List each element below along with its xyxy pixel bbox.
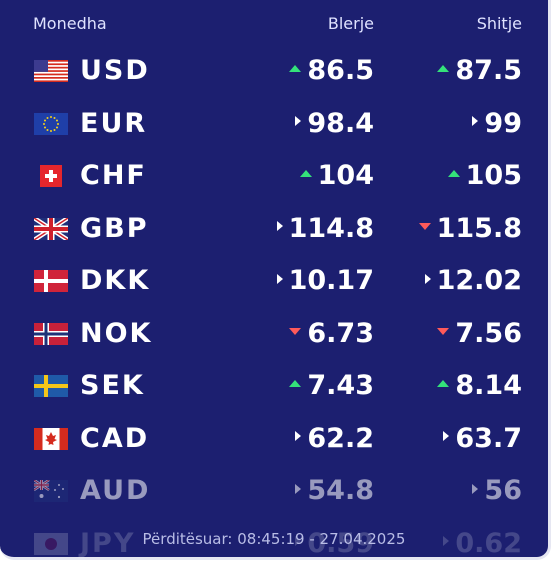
buy-rate: 0.59	[295, 528, 374, 557]
rate-row-nok: NOK 6.73 7.56	[0, 309, 548, 362]
trend-unchanged-icon	[443, 431, 450, 441]
currency-code: NOK	[80, 317, 153, 349]
sell-rate: 105	[447, 160, 522, 191]
trend-up-icon	[289, 65, 302, 72]
rate-row-jpy: JPY 0.59 0.62	[0, 519, 548, 559]
currency-code: USD	[80, 55, 150, 86]
rate-row-gbp: GBP 114.8 115.8	[0, 204, 548, 257]
trend-up-icon	[447, 170, 460, 177]
trend-unchanged-icon	[295, 116, 302, 126]
rate-row-dkk: DKK 10.17 12.02	[0, 256, 548, 309]
trend-up-icon	[289, 380, 302, 387]
trend-unchanged-icon	[472, 116, 479, 126]
buy-rate: 7.43	[289, 370, 374, 401]
trend-up-icon	[299, 170, 312, 177]
eu-flag-icon	[34, 112, 68, 135]
sell-rate: 87.5	[437, 55, 522, 86]
trend-down-icon	[437, 327, 450, 335]
sell-rate: 115.8	[418, 213, 522, 244]
currency-code: DKK	[80, 265, 151, 296]
buy-rate: 10.17	[276, 265, 374, 296]
se-flag-icon	[34, 375, 68, 397]
buy-rate: 62.2	[295, 423, 374, 454]
gb-flag-icon	[34, 217, 68, 240]
trend-unchanged-icon	[295, 431, 302, 441]
trend-unchanged-icon	[276, 273, 283, 284]
no-flag-icon	[34, 322, 68, 345]
sell-rate: 8.14	[437, 370, 522, 401]
rate-row-eur: EUR 98.4 99	[0, 99, 548, 152]
trend-down-icon	[418, 222, 431, 230]
buy-rate: 54.8	[295, 475, 374, 506]
trend-unchanged-icon	[295, 483, 302, 494]
table-header: Monedha Blerje Shitje	[0, 0, 548, 46]
trend-up-icon	[437, 65, 450, 72]
ca-flag-icon	[34, 427, 68, 450]
trend-down-icon	[289, 327, 302, 335]
trend-unchanged-icon	[276, 221, 283, 231]
currency-code: JPY	[80, 527, 136, 559]
trend-unchanged-icon	[424, 273, 431, 284]
sell-rate: 0.62	[443, 528, 522, 557]
ch-flag-icon	[34, 165, 68, 187]
us-flag-icon	[34, 60, 68, 82]
trend-unchanged-icon	[295, 536, 302, 546]
sell-rate: 56	[472, 475, 522, 506]
buy-rate: 114.8	[276, 213, 374, 244]
rate-row-aud: AUD 54.8 56	[0, 466, 548, 519]
trend-up-icon	[437, 380, 450, 387]
trend-unchanged-icon	[443, 536, 450, 546]
currency-code: CHF	[80, 160, 147, 191]
sell-rate: 99	[472, 108, 522, 139]
buy-rate: 86.5	[289, 55, 374, 86]
sell-rate: 7.56	[437, 318, 522, 349]
rate-row-sek: SEK 7.43 8.14	[0, 361, 548, 414]
currency-code: GBP	[80, 212, 149, 244]
au-flag-icon	[34, 480, 68, 502]
currency-column-header: Monedha	[33, 14, 107, 33]
currency-code: EUR	[80, 107, 148, 139]
dk-flag-icon	[34, 270, 68, 292]
currency-code: AUD	[80, 475, 151, 506]
sell-rate: 12.02	[424, 265, 522, 296]
last-updated-text: Përditësuar: 08:45:19 - 27.04.2025	[142, 530, 406, 548]
rate-row-usd: USD 86.5 87.5	[0, 46, 548, 99]
sell-rate: 63.7	[443, 423, 522, 454]
currency-code: CAD	[80, 422, 150, 454]
jp-flag-icon	[34, 532, 68, 555]
buy-rate: 6.73	[289, 318, 374, 349]
trend-unchanged-icon	[472, 483, 479, 494]
buy-rate: 98.4	[295, 108, 374, 139]
sell-column-header: Shitje	[476, 14, 522, 33]
rates-list: USD 86.5 87.5 EUR 98.4 99	[0, 46, 548, 559]
buy-rate: 104	[299, 160, 374, 191]
buy-column-header: Blerje	[327, 14, 374, 33]
rate-row-cad: CAD 62.2 63.7	[0, 414, 548, 467]
rate-row-chf: CHF 104 105	[0, 151, 548, 204]
currency-code: SEK	[80, 370, 145, 401]
